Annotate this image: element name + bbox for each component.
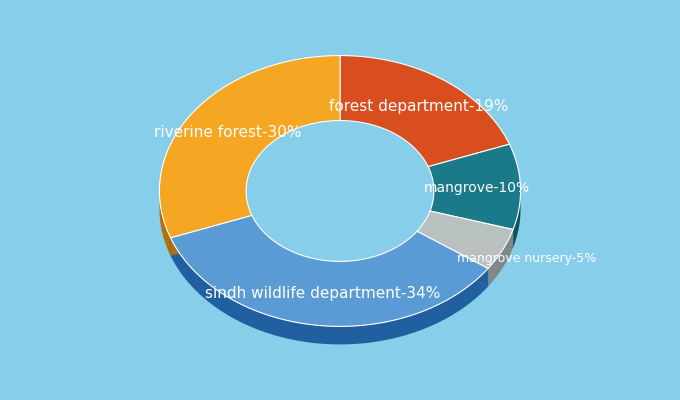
Polygon shape	[340, 56, 509, 167]
Text: riverine forest-30%: riverine forest-30%	[154, 124, 301, 140]
Text: forest department-19%: forest department-19%	[329, 99, 508, 114]
Polygon shape	[513, 192, 521, 248]
Polygon shape	[430, 211, 513, 248]
Text: sindh wildlife department-34%: sindh wildlife department-34%	[205, 286, 440, 300]
Polygon shape	[488, 230, 513, 286]
Polygon shape	[171, 215, 488, 326]
Polygon shape	[171, 215, 252, 256]
Polygon shape	[417, 211, 513, 268]
Polygon shape	[428, 144, 521, 230]
Polygon shape	[417, 231, 488, 286]
Polygon shape	[159, 56, 340, 238]
Polygon shape	[246, 193, 252, 233]
Polygon shape	[252, 215, 417, 280]
Text: mangrove-10%: mangrove-10%	[424, 181, 530, 195]
Polygon shape	[430, 211, 513, 248]
Polygon shape	[171, 238, 488, 344]
Polygon shape	[430, 191, 434, 229]
Polygon shape	[171, 215, 252, 256]
Polygon shape	[160, 194, 171, 256]
Text: mangrove nursery-5%: mangrove nursery-5%	[458, 252, 597, 265]
Polygon shape	[417, 211, 430, 249]
Polygon shape	[417, 231, 488, 286]
